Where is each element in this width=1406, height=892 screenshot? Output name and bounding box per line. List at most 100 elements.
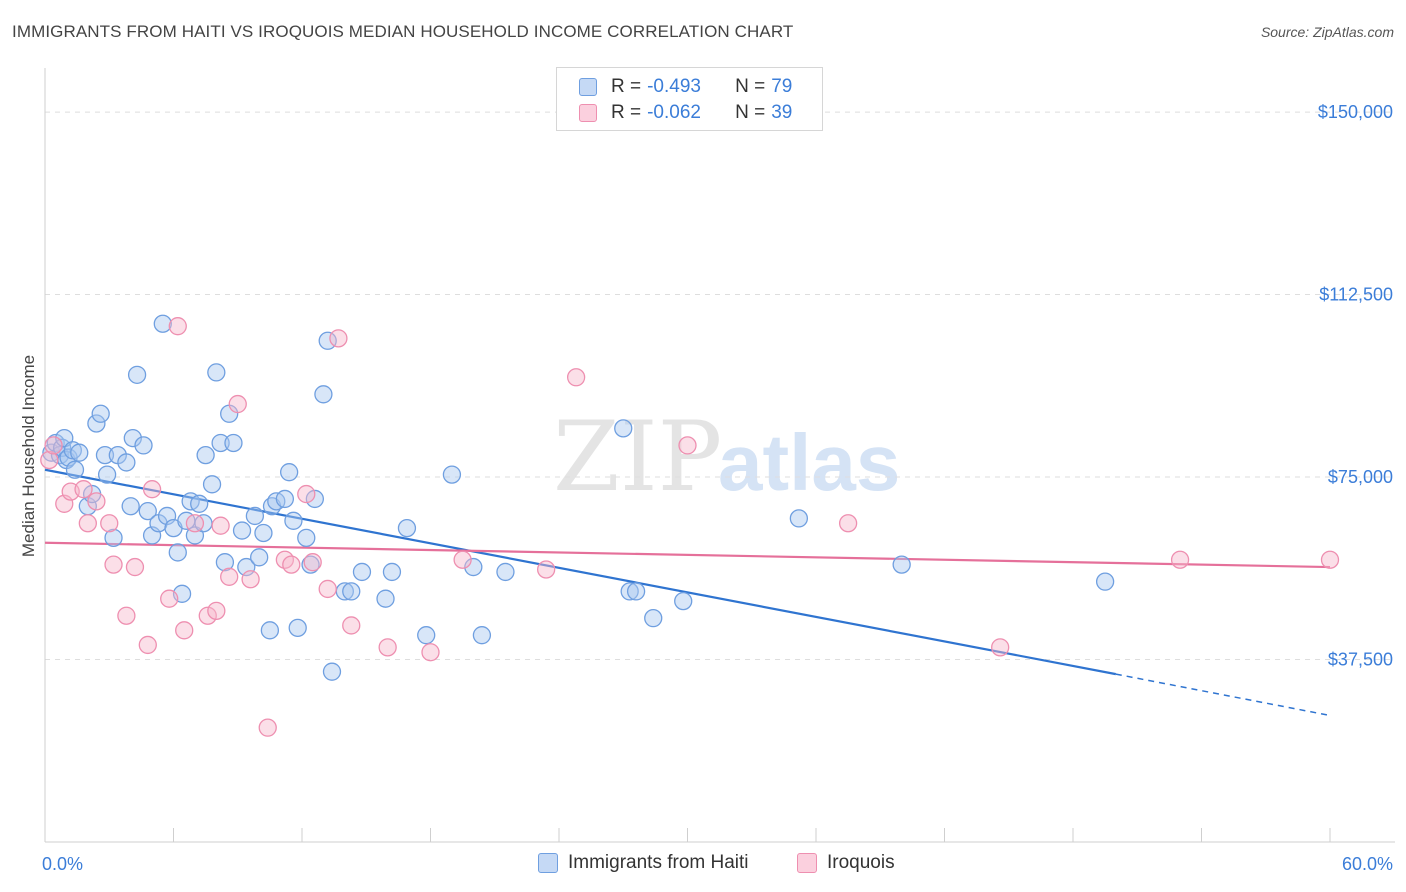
chart-source: Source: ZipAtlas.com — [1260, 24, 1394, 40]
iroquois-point — [74, 480, 93, 499]
iroquois-point — [168, 317, 187, 336]
series-legend-iroquois[interactable]: Iroquois — [797, 852, 895, 874]
haiti-point — [138, 501, 157, 521]
iroquois-point — [421, 643, 440, 662]
haiti-point — [127, 365, 147, 384]
correlation-legend: R = -0.493 N = 79 R = -0.062 N = 39 — [556, 67, 823, 131]
y-tick-label: $150,000 — [1318, 102, 1393, 122]
iroquois-point — [211, 516, 230, 535]
haiti-point — [789, 509, 809, 528]
y-tick-label: $75,000 — [1328, 467, 1393, 487]
haiti-point — [153, 314, 172, 333]
legend-r-label: R = — [611, 76, 642, 97]
haiti-point — [297, 528, 316, 548]
iroquois-point — [87, 492, 106, 511]
chart-title: IMMIGRANTS FROM HAITI VS IROQUOIS MEDIAN… — [12, 22, 794, 41]
series-legend-haiti[interactable]: Immigrants from Haiti — [538, 852, 749, 874]
haiti-point — [95, 445, 115, 465]
iroquois-point — [44, 436, 63, 455]
haiti-point — [117, 453, 136, 472]
iroquois-point — [258, 718, 277, 737]
series-legend-label: Iroquois — [827, 852, 895, 873]
iroquois-point — [378, 638, 397, 657]
haiti-point — [472, 626, 492, 645]
haiti-point — [496, 562, 515, 582]
series-swatch-blue — [538, 853, 558, 873]
haiti-point — [305, 489, 325, 509]
legend-row-iroquois: R = -0.062 N = 39 — [579, 101, 792, 125]
haiti-point — [279, 463, 299, 482]
iroquois-point — [1320, 550, 1340, 569]
data-points — [40, 314, 1340, 737]
haiti-point — [196, 445, 215, 465]
iroquois-point — [220, 567, 239, 586]
haiti-point — [215, 553, 235, 572]
haiti-point — [301, 555, 320, 574]
haiti-point — [70, 443, 89, 462]
haiti-point — [382, 562, 402, 582]
haiti-trend-line — [44, 468, 1117, 676]
haiti-point — [97, 465, 117, 484]
iroquois-trend-line — [44, 541, 1331, 569]
iroquois-point — [991, 638, 1010, 657]
legend-n-label: N = — [735, 76, 766, 97]
haiti-point — [376, 589, 395, 608]
iroquois-point — [1170, 550, 1190, 569]
haiti-point — [314, 385, 333, 404]
watermark-zip: ZIP — [553, 401, 722, 513]
haiti-point — [134, 436, 153, 455]
haiti-point — [123, 428, 142, 448]
haiti-point — [352, 562, 372, 582]
iroquois-point — [303, 553, 322, 572]
haiti-point — [464, 557, 483, 577]
iroquois-point — [838, 514, 858, 533]
haiti-point — [260, 621, 280, 640]
legend-n-value: 79 — [771, 76, 793, 97]
iroquois-point — [185, 514, 205, 533]
trend-lines — [44, 468, 1331, 717]
series-legend-label: Immigrants from Haiti — [568, 852, 749, 873]
legend-row-haiti: R = -0.493 N = 79 — [579, 75, 792, 99]
iroquois-point — [678, 436, 697, 455]
y-tick-label: $37,500 — [1328, 650, 1393, 670]
haiti-point — [674, 591, 693, 611]
haiti-point — [104, 528, 123, 548]
legend-r-value: -0.493 — [647, 76, 701, 97]
haiti-point — [626, 582, 646, 601]
axes — [44, 68, 1395, 843]
iroquois-point — [100, 514, 119, 533]
x-tick-label: 60.0% — [1342, 854, 1393, 874]
legend-swatch-pink — [579, 104, 597, 122]
haiti-point — [168, 543, 187, 562]
x-tick-labels: 0.0% 60.0% — [42, 854, 1393, 874]
haiti-point — [322, 662, 342, 681]
haiti-point — [614, 419, 633, 438]
haiti-point — [275, 489, 295, 509]
y-axis-label: Median Household Income — [19, 355, 38, 557]
haiti-point — [397, 518, 417, 538]
haiti-point — [121, 497, 140, 516]
iroquois-point — [566, 368, 586, 387]
iroquois-point — [138, 635, 157, 655]
y-tick-label: $112,500 — [1319, 285, 1393, 305]
iroquois-point — [142, 480, 162, 499]
legend-n-label: N = — [735, 102, 766, 123]
iroquois-point — [342, 616, 361, 635]
haiti-point — [245, 506, 265, 526]
haiti-point — [442, 465, 462, 484]
series-legend: Immigrants from Haiti Iroquois — [0, 852, 1406, 878]
haiti-trend-extension — [1115, 673, 1331, 717]
x-tick-label: 0.0% — [42, 854, 83, 874]
haiti-point — [87, 414, 106, 433]
haiti-point — [190, 494, 209, 513]
haiti-point — [284, 511, 303, 530]
haiti-point — [224, 433, 243, 453]
iroquois-point — [198, 606, 217, 625]
series-swatch-pink — [797, 853, 817, 873]
iroquois-point — [117, 606, 136, 625]
haiti-point — [288, 618, 307, 638]
iroquois-point — [160, 589, 179, 608]
iroquois-point — [104, 555, 123, 574]
haiti-point — [318, 331, 337, 350]
